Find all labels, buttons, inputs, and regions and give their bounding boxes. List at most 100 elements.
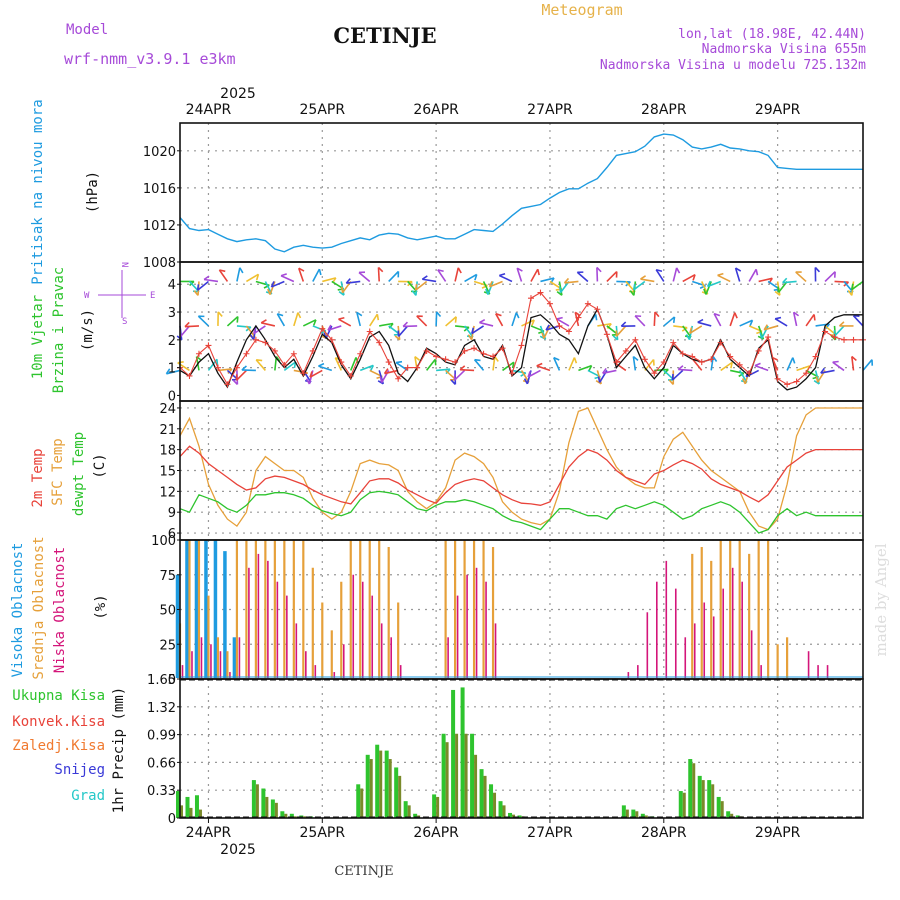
panel-frames — [179, 122, 864, 819]
wind-barb — [502, 361, 515, 372]
wind-gust-marker — [423, 347, 430, 354]
wind-barb — [218, 269, 229, 282]
precip-conv-bar — [625, 809, 629, 818]
panel-frame-cloud — [179, 539, 864, 680]
wind-gust-marker — [233, 364, 240, 371]
compass-s: S — [122, 317, 127, 327]
wind-barb-flag — [488, 280, 493, 288]
top-day-label: 25APR — [300, 102, 346, 118]
wind-barb-flag — [629, 290, 635, 296]
wind-barb-flag — [595, 380, 602, 385]
wind-gust-marker — [755, 347, 762, 354]
wind-barb-flag — [383, 368, 389, 375]
wind-barb-flag — [270, 281, 275, 288]
wind-barb-flag — [675, 267, 681, 274]
wind-barb-flag — [312, 319, 317, 326]
wind-barb — [634, 315, 646, 327]
wind-barb — [261, 322, 276, 327]
wind-barb-flag — [759, 332, 763, 339]
pressure-line — [179, 133, 863, 253]
wind-gust-marker — [537, 289, 544, 296]
wind-barb — [298, 267, 305, 282]
precip-conv-bar — [293, 816, 297, 818]
wind-barb-flag — [318, 362, 325, 367]
wind-gust-marker — [480, 350, 487, 357]
precip-total-bar — [498, 801, 503, 818]
wind-gust-marker — [736, 361, 743, 368]
temp-label-2m: 2m Temp — [30, 448, 46, 507]
wind-barb — [379, 322, 394, 327]
wind-barb-flag — [277, 313, 284, 317]
wind-barb-flag — [612, 335, 619, 341]
precip-conv-bar — [730, 813, 734, 818]
wind-barb — [309, 369, 323, 378]
wind-barb-flag — [369, 365, 375, 372]
wind-barb — [597, 322, 612, 327]
wind-barb-flag — [252, 327, 256, 334]
wind-barb-flag — [754, 362, 761, 367]
y-tick-precip: 0.99 — [147, 729, 176, 744]
wind-barb — [203, 278, 219, 283]
wind-gust-marker — [765, 334, 772, 341]
wind-gust-marker — [461, 347, 468, 354]
top-day-label: 29APR — [755, 102, 801, 118]
wind-barb — [426, 358, 436, 371]
precip-total-bar — [185, 796, 190, 818]
compass-n: N — [119, 262, 129, 267]
wind-barb-flag — [421, 275, 428, 280]
wind-barb-flag — [774, 316, 782, 320]
wind-barb — [678, 368, 693, 372]
wind-barb-flag — [536, 362, 543, 367]
wind-barb — [253, 325, 266, 335]
temp-label-sfc: SFC Temp — [50, 438, 66, 505]
model-altitude-text: Nadmorska Visina u modelu 725.132m — [600, 58, 866, 73]
wind-barb-flag — [738, 372, 745, 378]
wind-barb — [729, 312, 736, 327]
wind-barb — [516, 267, 523, 282]
wind-barb-flag — [267, 288, 271, 295]
wind-gust-marker — [565, 328, 572, 335]
wind-barb-flag — [376, 314, 380, 321]
wind-gust-marker — [660, 359, 667, 366]
wind-barb — [293, 312, 299, 327]
wind-barb-flag — [793, 311, 800, 317]
wind-barb-flag — [851, 355, 857, 362]
precip-axis-label: 1hr Precip (mm) — [111, 687, 127, 813]
wind-barb — [763, 325, 778, 331]
wind-gust-marker — [452, 359, 459, 366]
wind-barb — [334, 357, 342, 371]
wind-barb-flag — [602, 367, 607, 374]
precip-total-bar — [631, 809, 636, 818]
wind-barb — [543, 325, 551, 339]
wind-barb — [325, 325, 333, 339]
wind-barb-flag — [298, 267, 305, 272]
wind-barb-flag — [563, 277, 570, 284]
wind-gust-marker — [708, 356, 715, 363]
wind-barb — [625, 280, 636, 293]
wind-barb — [633, 280, 646, 291]
wind-barb-flag — [395, 360, 403, 364]
wind-gust-marker — [727, 353, 734, 360]
wind-gust-marker — [433, 353, 440, 360]
wind-barb — [416, 315, 428, 327]
wind-barb — [805, 314, 815, 327]
footer-station: CETINJE — [334, 864, 393, 879]
wind-barb — [782, 280, 797, 284]
wind-barb-flag — [594, 314, 598, 321]
wind-barb-flag — [411, 290, 417, 296]
wind-gust-marker — [679, 350, 686, 357]
precip-conv-bar — [360, 788, 364, 818]
wind-barb — [226, 315, 239, 327]
wind-barb-flag — [749, 319, 754, 327]
y-tick-pressure: 1008 — [143, 256, 176, 271]
wind-barb-flag — [260, 319, 267, 324]
precip-conv-bar — [303, 816, 307, 818]
precip-conv-bar — [483, 775, 487, 818]
wind-barb-flag — [573, 357, 578, 364]
wind-gust-marker — [603, 331, 610, 338]
wind-barb-flag — [741, 378, 747, 385]
wind-barb — [615, 325, 627, 337]
bottom-day-label: 27APR — [527, 825, 573, 841]
wind-barb — [692, 359, 703, 371]
wind-barb — [453, 369, 466, 381]
